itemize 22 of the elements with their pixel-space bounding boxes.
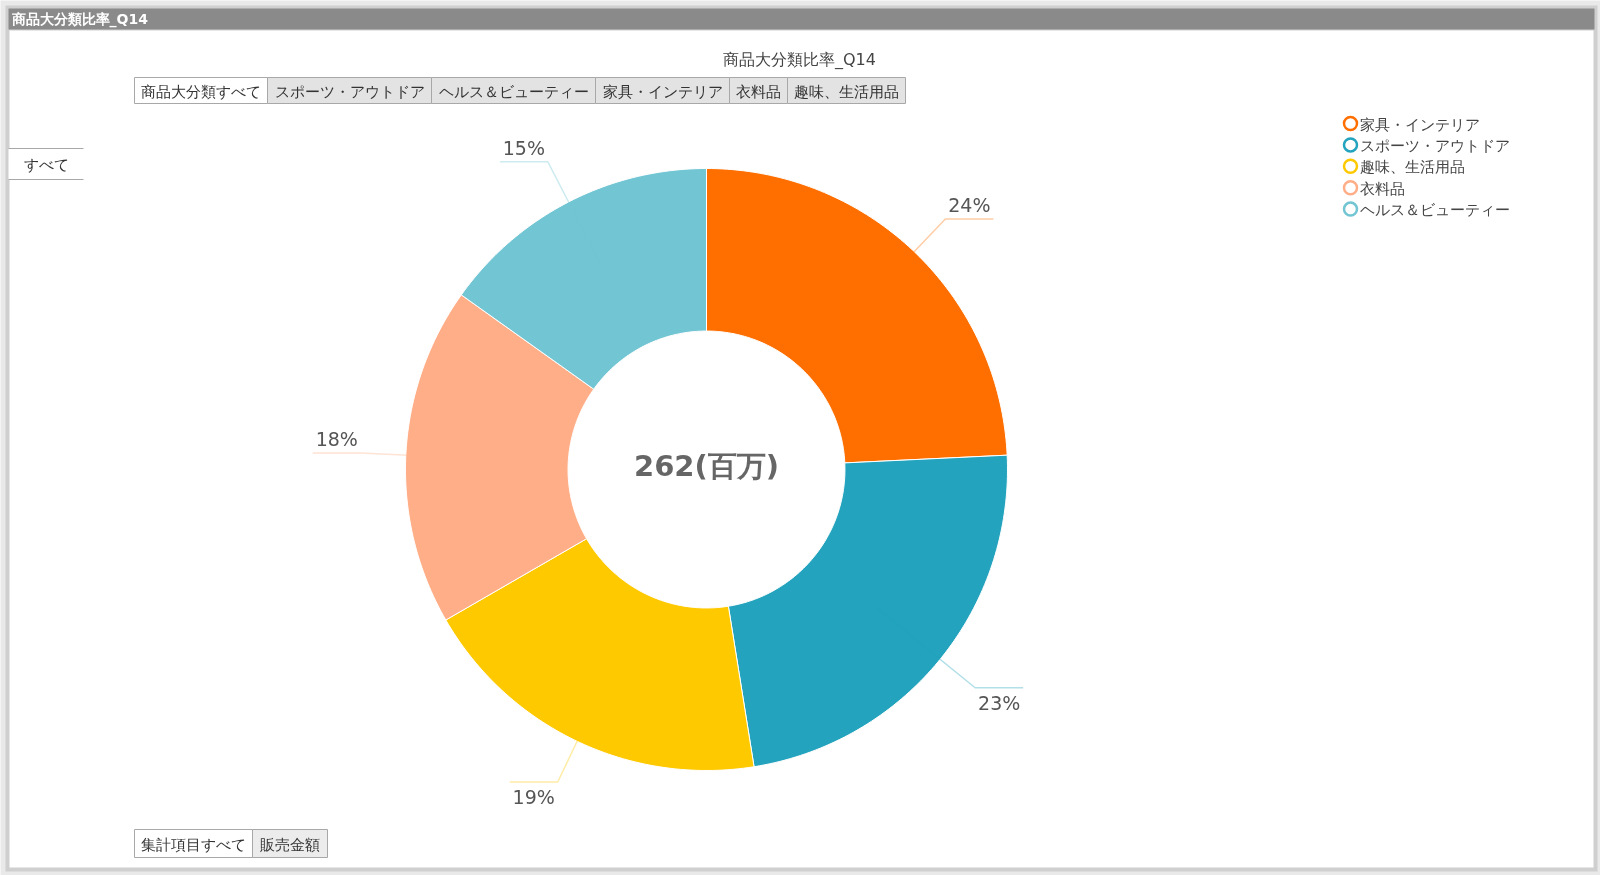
text: スポーツ・アウトドア: [274, 82, 425, 101]
text: 衣料品: [736, 82, 781, 101]
text: 販売金額: [260, 835, 320, 854]
legend-label: ヘルス＆ビューティー: [1359, 201, 1510, 220]
text: 商品大分類すべて: [141, 82, 261, 101]
data-label: 23%: [978, 691, 1021, 714]
text: 262(百万): [633, 448, 780, 483]
data-label: 24%: [948, 193, 991, 216]
data-label: 18%: [315, 428, 358, 451]
text: 集計項目すべて: [141, 835, 246, 854]
legend-label: スポーツ・アウトドア: [1359, 136, 1510, 155]
chart-title: 商品大分類比率_Q14: [723, 50, 876, 70]
legend-label: 趣味、生活用品: [1359, 158, 1465, 177]
data-label: 15%: [502, 136, 545, 159]
text: すべて: [23, 156, 69, 174]
text: 趣味、生活用品: [794, 82, 899, 101]
text: ヘルス＆ビューティー: [438, 82, 589, 101]
legend-label: 衣料品: [1359, 179, 1405, 198]
legend-label: 家具・インテリア: [1359, 115, 1480, 134]
chart-title: 商品大分類比率_Q14: [11, 11, 148, 27]
data-label: 19%: [512, 786, 555, 809]
text: 家具・インテリア: [602, 82, 723, 101]
